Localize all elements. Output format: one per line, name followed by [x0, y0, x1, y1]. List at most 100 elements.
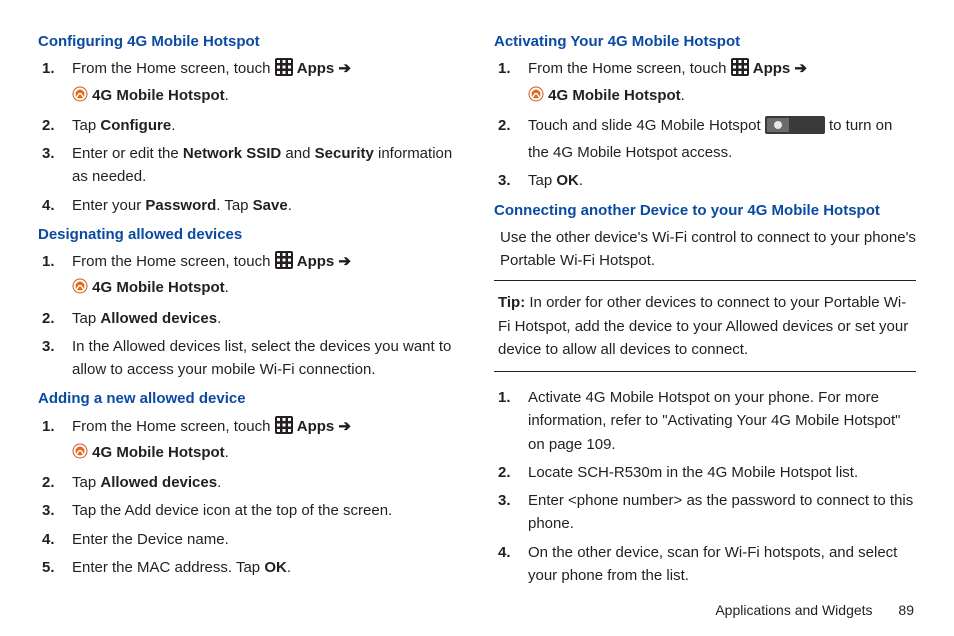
step: 4. Enter your Password. Tap Save.: [64, 194, 460, 217]
step: 1. From the Home screen, touch Apps ➔ 4G…: [64, 57, 460, 109]
hotspot-icon: [528, 86, 544, 109]
t: Tap: [528, 172, 556, 189]
t: .: [217, 310, 221, 327]
t: .: [287, 559, 291, 576]
apps-icon: [731, 58, 749, 83]
heading-configuring: Configuring 4G Mobile Hotspot: [38, 30, 460, 53]
hotspot-label: 4G Mobile Hotspot: [548, 87, 681, 104]
hotspot-label: 4G Mobile Hotspot: [92, 279, 225, 296]
t: Activate 4G Mobile Hotspot on your phone…: [528, 389, 901, 453]
heading-connecting: Connecting another Device to your 4G Mob…: [494, 199, 916, 222]
t: Enter <phone number> as the password to …: [528, 492, 913, 532]
t: Password: [145, 197, 216, 214]
step: 2.Locate SCH-R530m in the 4G Mobile Hots…: [520, 461, 916, 484]
toggle-switch-icon: [765, 116, 825, 141]
step: 3. Tap OK.: [520, 169, 916, 192]
heading-designating: Designating allowed devices: [38, 223, 460, 246]
hotspot-icon: [72, 443, 88, 466]
t: On the other device, scan for Wi-Fi hots…: [528, 544, 897, 584]
step: 2. Tap Allowed devices.: [64, 307, 460, 330]
t: .: [288, 197, 292, 214]
apps-icon: [275, 416, 293, 441]
t: Enter your: [72, 197, 145, 214]
apps-icon: [275, 251, 293, 276]
hotspot-icon: [72, 278, 88, 301]
t: Touch and slide 4G Mobile Hotspot: [528, 117, 765, 134]
heading-activating: Activating Your 4G Mobile Hotspot: [494, 30, 916, 53]
t: Allowed devices: [100, 474, 217, 491]
apps-label: Apps: [297, 60, 335, 77]
t: Allowed devices: [100, 310, 217, 327]
t: Enter or edit the: [72, 145, 183, 162]
arrow: ➔: [334, 418, 351, 435]
step: 3.Enter <phone number> as the password t…: [520, 489, 916, 536]
arrow: ➔: [790, 60, 807, 77]
t: Enter the MAC address. Tap: [72, 559, 264, 576]
t: Tap: [72, 117, 100, 134]
page-footer: Applications and Widgets 89: [715, 600, 914, 622]
t: Enter the Device name.: [72, 531, 229, 548]
apps-label: Apps: [297, 253, 335, 270]
t: .: [171, 117, 175, 134]
hotspot-label: 4G Mobile Hotspot: [92, 444, 225, 461]
steps-activating: 1. From the Home screen, touch Apps ➔ 4G…: [494, 57, 916, 192]
t: Locate SCH-R530m in the 4G Mobile Hotspo…: [528, 464, 858, 481]
right-column: Activating Your 4G Mobile Hotspot 1. Fro…: [494, 28, 916, 593]
step: 4.Enter the Device name.: [64, 528, 460, 551]
apps-label: Apps: [753, 60, 791, 77]
step: 1. From the Home screen, touch Apps ➔ 4G…: [520, 57, 916, 109]
period: .: [225, 279, 229, 296]
step: 2. Tap Allowed devices.: [64, 471, 460, 494]
t: From the Home screen, touch: [72, 253, 275, 270]
hotspot-icon: [72, 86, 88, 109]
t: Tap: [72, 310, 100, 327]
arrow: ➔: [334, 253, 351, 270]
page-number: 89: [898, 602, 914, 618]
step: 5. Enter the MAC address. Tap OK.: [64, 556, 460, 579]
step: 4.On the other device, scan for Wi-Fi ho…: [520, 541, 916, 588]
step: 1.Activate 4G Mobile Hotspot on your pho…: [520, 386, 916, 456]
step: 3. Enter or edit the Network SSID and Se…: [64, 142, 460, 189]
step-text: From the Home screen, touch: [72, 60, 275, 77]
steps-connecting: 1.Activate 4G Mobile Hotspot on your pho…: [494, 386, 916, 587]
t: From the Home screen, touch: [72, 418, 275, 435]
steps-designating: 1. From the Home screen, touch Apps ➔ 4G…: [38, 250, 460, 381]
t: From the Home screen, touch: [528, 60, 731, 77]
step: 3. In the Allowed devices list, select t…: [64, 335, 460, 382]
tip-body: In order for other devices to connect to…: [498, 294, 908, 358]
t: . Tap: [216, 197, 252, 214]
steps-adding: 1. From the Home screen, touch Apps ➔ 4G…: [38, 415, 460, 580]
t: Tap the Add device icon at the top of th…: [72, 502, 392, 519]
t: OK: [264, 559, 287, 576]
t: .: [217, 474, 221, 491]
steps-configuring: 1. From the Home screen, touch Apps ➔ 4G…: [38, 57, 460, 217]
step: 1. From the Home screen, touch Apps ➔ 4G…: [64, 415, 460, 467]
footer-section: Applications and Widgets: [715, 602, 872, 618]
arrow: ➔: [334, 60, 351, 77]
t: OK: [556, 172, 579, 189]
apps-icon: [275, 58, 293, 83]
heading-adding: Adding a new allowed device: [38, 387, 460, 410]
tip-block: Tip: In order for other devices to conne…: [494, 280, 916, 372]
tip-label: Tip:: [498, 294, 525, 311]
t: In the Allowed devices list, select the …: [72, 338, 451, 378]
t: Network SSID: [183, 145, 281, 162]
t: Configure: [100, 117, 171, 134]
t: Tap: [72, 474, 100, 491]
step: 1. From the Home screen, touch Apps ➔ 4G…: [64, 250, 460, 302]
step: 3.Tap the Add device icon at the top of …: [64, 499, 460, 522]
hotspot-label: 4G Mobile Hotspot: [92, 87, 225, 104]
period: .: [681, 87, 685, 104]
t: Security: [315, 145, 374, 162]
period: .: [225, 444, 229, 461]
connecting-paragraph: Use the other device's Wi-Fi control to …: [500, 226, 916, 273]
t: and: [281, 145, 314, 162]
step: 2. Touch and slide 4G Mobile Hotspot to …: [520, 114, 916, 165]
apps-label: Apps: [297, 418, 335, 435]
t: Save: [253, 197, 288, 214]
page-columns: Configuring 4G Mobile Hotspot 1. From th…: [38, 28, 916, 593]
left-column: Configuring 4G Mobile Hotspot 1. From th…: [38, 28, 460, 593]
step: 2. Tap Configure.: [64, 114, 460, 137]
period: .: [225, 87, 229, 104]
t: .: [579, 172, 583, 189]
